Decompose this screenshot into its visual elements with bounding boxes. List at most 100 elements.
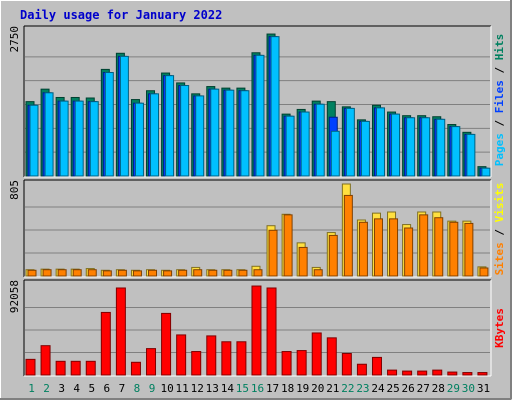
bar-kbytes-kbytes-9 bbox=[146, 348, 157, 376]
legend-item-kbytes-0: KBytes bbox=[493, 308, 506, 348]
legend-item-hits-0: Pages bbox=[493, 133, 506, 166]
legend-item-hits-2: Files bbox=[493, 80, 506, 113]
x-tick-label-28: 28 bbox=[432, 382, 445, 395]
x-tick-label-23: 23 bbox=[356, 382, 369, 395]
bar-hits-pages-17 bbox=[270, 36, 280, 177]
x-tick-label-24: 24 bbox=[371, 382, 385, 395]
x-tick-label-8: 8 bbox=[134, 382, 141, 395]
bar-visits-sites-1 bbox=[27, 269, 37, 277]
x-tick-label-16: 16 bbox=[251, 382, 264, 395]
x-tick-label-14: 14 bbox=[221, 382, 235, 395]
x-tick-label-13: 13 bbox=[206, 382, 219, 395]
bar-kbytes-kbytes-30 bbox=[462, 372, 473, 376]
ymax-label-hits: 2750 bbox=[8, 26, 21, 53]
bar-hits-pages-16 bbox=[255, 54, 265, 177]
bar-kbytes-kbytes-25 bbox=[387, 369, 398, 376]
bar-kbytes-kbytes-12 bbox=[191, 351, 202, 376]
bar-hits-pages-26 bbox=[406, 117, 416, 177]
bar-visits-sites-30 bbox=[464, 222, 474, 277]
bar-hits-pages-25 bbox=[391, 113, 401, 177]
bar-visits-sites-12 bbox=[193, 269, 203, 277]
bar-hits-pages-10 bbox=[165, 75, 175, 177]
x-tick-label-4: 4 bbox=[73, 382, 80, 395]
bar-hits-pages-29 bbox=[451, 126, 461, 177]
x-tick-label-26: 26 bbox=[402, 382, 415, 395]
plot-area-visits bbox=[24, 180, 491, 277]
bar-hits-pages-15 bbox=[240, 90, 250, 177]
bar-visits-sites-25 bbox=[389, 218, 399, 277]
bar-visits-sites-8 bbox=[132, 270, 142, 277]
x-tick-label-10: 10 bbox=[160, 382, 173, 395]
bar-kbytes-kbytes-29 bbox=[447, 371, 458, 376]
bar-visits-sites-21 bbox=[328, 234, 338, 277]
x-tick-label-21: 21 bbox=[326, 382, 339, 395]
bar-kbytes-kbytes-3 bbox=[55, 360, 66, 376]
bar-hits-pages-23 bbox=[360, 120, 370, 177]
bar-hits-pages-28 bbox=[436, 118, 446, 177]
bar-kbytes-kbytes-2 bbox=[40, 345, 51, 376]
bar-visits-sites-9 bbox=[148, 269, 158, 277]
bar-hits-pages-27 bbox=[421, 117, 431, 177]
x-tick-label-29: 29 bbox=[447, 382, 460, 395]
legend-item-hits-4: Hits bbox=[493, 34, 506, 61]
bar-kbytes-kbytes-5 bbox=[85, 360, 96, 376]
bar-hits-pages-30 bbox=[466, 133, 476, 177]
bar-kbytes-kbytes-13 bbox=[206, 335, 217, 376]
bar-hits-pages-9 bbox=[150, 93, 160, 177]
bar-kbytes-kbytes-26 bbox=[402, 370, 413, 376]
bar-visits-sites-5 bbox=[87, 269, 97, 277]
bar-visits-sites-4 bbox=[72, 269, 82, 277]
x-tick-label-6: 6 bbox=[104, 382, 111, 395]
bar-kbytes-kbytes-15 bbox=[236, 341, 247, 376]
bar-visits-sites-19 bbox=[298, 246, 308, 277]
bar-visits-sites-6 bbox=[102, 270, 112, 277]
bar-visits-sites-28 bbox=[434, 217, 444, 277]
bar-hits-pages-7 bbox=[119, 55, 129, 177]
ymax-label-kbytes: 92058 bbox=[8, 280, 21, 313]
bar-kbytes-kbytes-1 bbox=[25, 358, 36, 376]
bar-hits-pages-1 bbox=[29, 104, 39, 177]
legend-visits: Sites / Visits bbox=[493, 183, 506, 276]
legend-hits: Pages / Files / Hits bbox=[493, 34, 506, 167]
x-tick-label-31: 31 bbox=[477, 382, 490, 395]
bar-kbytes-kbytes-18 bbox=[281, 351, 292, 376]
x-tick-label-18: 18 bbox=[281, 382, 294, 395]
bar-hits-pages-6 bbox=[104, 72, 114, 177]
legend-kbytes: KBytes bbox=[493, 308, 506, 348]
bar-kbytes-kbytes-20 bbox=[311, 332, 322, 376]
bar-kbytes-kbytes-8 bbox=[130, 361, 141, 376]
x-tick-label-22: 22 bbox=[341, 382, 354, 395]
bar-hits-pages-12 bbox=[195, 95, 205, 177]
bar-kbytes-kbytes-7 bbox=[115, 287, 126, 376]
bar-kbytes-kbytes-28 bbox=[432, 369, 443, 376]
bar-kbytes-kbytes-4 bbox=[70, 360, 81, 376]
bar-hits-pages-21 bbox=[330, 130, 340, 177]
bar-visits-sites-3 bbox=[57, 269, 67, 277]
bar-visits-sites-31 bbox=[479, 267, 489, 277]
x-tick-label-17: 17 bbox=[266, 382, 279, 395]
bar-hits-pages-18 bbox=[285, 115, 295, 177]
bar-visits-sites-22 bbox=[343, 194, 353, 277]
chart-title: Daily usage for January 2022 bbox=[20, 8, 222, 22]
bar-visits-sites-27 bbox=[419, 214, 429, 277]
bar-visits-sites-16 bbox=[253, 269, 263, 277]
bar-visits-sites-26 bbox=[404, 227, 414, 277]
bar-kbytes-kbytes-21 bbox=[326, 337, 337, 376]
bar-hits-pages-14 bbox=[225, 89, 235, 177]
bar-kbytes-kbytes-6 bbox=[100, 311, 111, 376]
bar-hits-pages-22 bbox=[345, 107, 355, 177]
bar-kbytes-kbytes-31 bbox=[477, 372, 488, 376]
bar-hits-pages-31 bbox=[481, 167, 491, 177]
x-tick-label-15: 15 bbox=[236, 382, 249, 395]
bar-visits-sites-11 bbox=[178, 269, 188, 277]
bar-visits-sites-7 bbox=[117, 269, 127, 277]
bar-hits-pages-20 bbox=[315, 103, 325, 177]
bar-visits-sites-10 bbox=[163, 270, 173, 277]
bar-visits-sites-14 bbox=[223, 269, 233, 277]
bar-hits-pages-8 bbox=[134, 102, 144, 177]
x-tick-label-3: 3 bbox=[58, 382, 65, 395]
bar-hits-pages-19 bbox=[300, 111, 310, 177]
bar-hits-pages-24 bbox=[375, 107, 385, 177]
x-tick-label-20: 20 bbox=[311, 382, 324, 395]
